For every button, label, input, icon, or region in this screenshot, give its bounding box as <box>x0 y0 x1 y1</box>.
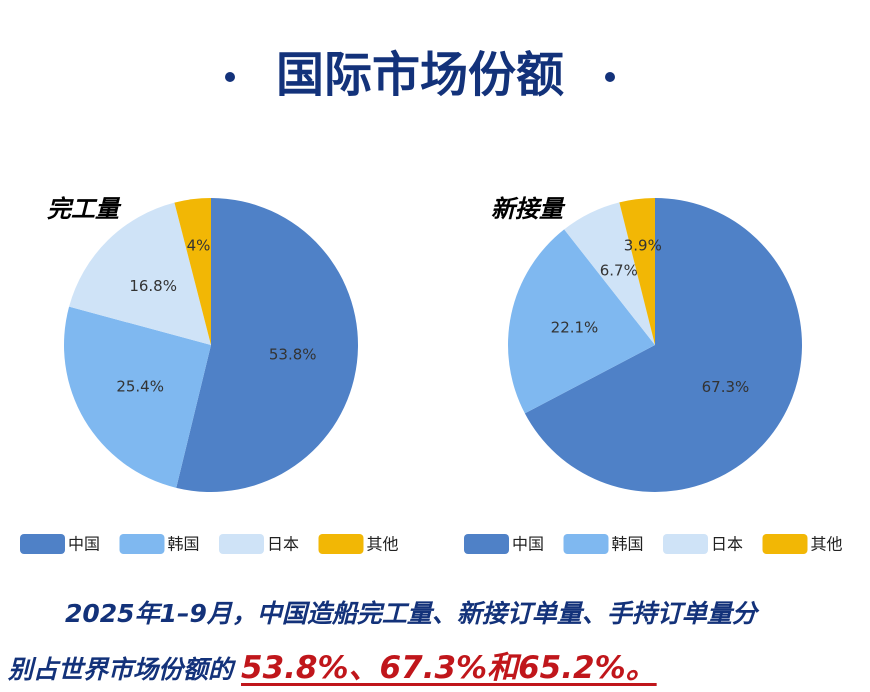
legend-swatch <box>20 534 65 554</box>
pie-slice <box>507 229 655 414</box>
footer-line: 2025年1–9月，中国造船完工量、新接订单量、手持订单量分 <box>65 599 757 628</box>
title-dot <box>225 72 235 82</box>
data-label: 16.8% <box>129 277 177 295</box>
legend-label: 日本 <box>267 535 299 554</box>
legend-label: 日本 <box>711 535 743 554</box>
legend-swatch <box>563 534 609 554</box>
legend-label: 中国 <box>512 535 544 554</box>
data-label: 6.7% <box>600 262 638 280</box>
chart-title: 完工量 <box>47 195 122 223</box>
pie-slice <box>174 198 211 345</box>
legend-label: 其他 <box>811 535 843 554</box>
footer-line: 别占世界市场份额的 53.8%、67.3%和65.2%。 <box>8 642 657 687</box>
legend-swatch <box>119 534 165 554</box>
legend-label: 其他 <box>367 535 399 554</box>
legend-swatch <box>663 534 708 554</box>
pie-slice <box>176 198 359 492</box>
pie-slice <box>69 202 211 345</box>
pie-slice <box>564 202 655 345</box>
legend-swatch <box>762 534 808 554</box>
legend-label: 韩国 <box>168 535 200 554</box>
data-label: 25.4% <box>116 377 164 395</box>
pie-slice <box>619 198 655 345</box>
legend-label: 韩国 <box>612 535 644 554</box>
legend-swatch <box>219 534 264 554</box>
title-dot <box>605 72 615 82</box>
footer-text: 别占世界市场份额的 <box>8 655 234 684</box>
pie-slice <box>63 306 212 488</box>
charts: 国际市场份额 完工量 53.8% 中国 25.4% 韩国 16.8% 日本 4% 其他 新接量 67… <box>20 47 843 554</box>
chart-title: 新接量 <box>491 195 566 223</box>
data-label: 3.9% <box>624 236 662 254</box>
data-label: 22.1% <box>551 318 599 336</box>
pie-slice <box>524 198 802 493</box>
data-label: 53.8% <box>269 345 317 363</box>
page-title: 国际市场份额 <box>276 47 564 103</box>
footer-highlight: 53.8%、67.3%和65.2%。 <box>241 650 657 686</box>
legend-swatch <box>464 534 509 554</box>
data-label: 67.3% <box>702 378 750 396</box>
data-label: 4% <box>187 236 211 254</box>
legend-label: 中国 <box>68 535 100 554</box>
legend-swatch <box>318 534 364 554</box>
